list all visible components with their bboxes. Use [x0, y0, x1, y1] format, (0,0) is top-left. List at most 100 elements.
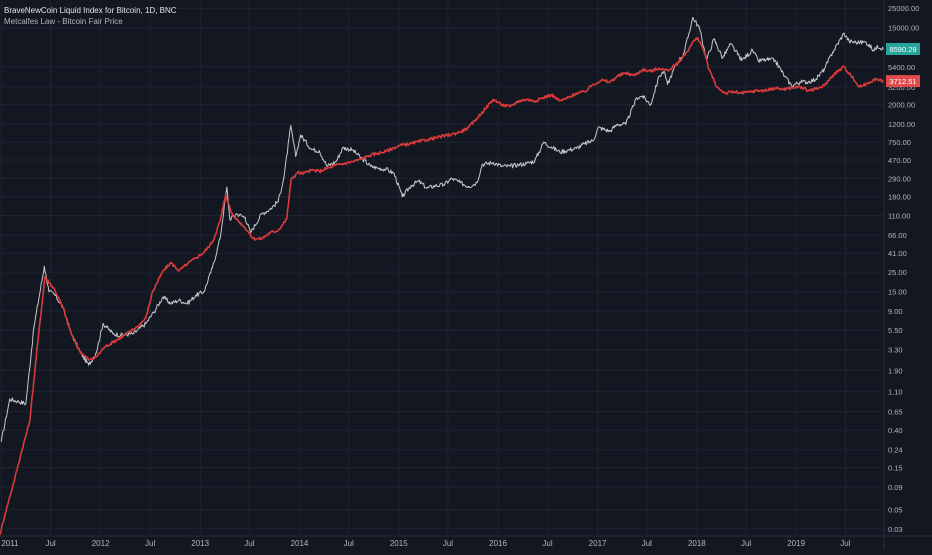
x-tick-label: Jul — [45, 539, 55, 548]
price-point — [468, 185, 470, 188]
price-point — [269, 208, 271, 210]
price-point — [766, 59, 768, 61]
x-tick-label: 2019 — [787, 539, 805, 548]
y-tick-label: 66.00 — [888, 231, 907, 240]
y-tick-label: 110.00 — [888, 212, 910, 221]
price-point — [683, 52, 685, 54]
price-point — [625, 123, 627, 125]
price-point — [351, 149, 354, 151]
price-point — [876, 44, 878, 47]
fair-price-point — [376, 152, 379, 154]
legend-indicator-title[interactable]: Metcalfes Law - Bitcoin Fair Price — [4, 17, 123, 26]
price-point — [575, 147, 577, 149]
fair-price-point — [277, 229, 279, 231]
price-point — [831, 51, 834, 53]
fair-price-point — [211, 241, 214, 243]
fair-price-point — [401, 144, 404, 146]
fair-price-point — [525, 98, 528, 100]
price-point — [299, 134, 302, 136]
price-point — [559, 151, 561, 153]
fair-price-point — [13, 482, 15, 484]
price-point — [476, 182, 478, 184]
y-tick-label: 2000.00 — [888, 101, 915, 110]
fair-price-point — [194, 257, 197, 259]
fair-price-point — [774, 87, 776, 89]
fair-price-point — [702, 48, 704, 51]
fair-price-point — [873, 78, 875, 80]
fair-price-point — [468, 126, 470, 129]
fair-price-point — [766, 89, 768, 92]
price-point — [752, 49, 754, 51]
legend-main-title[interactable]: BraveNewCoin Liquid Index for Bitcoin, 1… — [4, 6, 177, 15]
fair-price-point — [843, 66, 845, 68]
x-tick-label: 2017 — [589, 539, 607, 548]
price-point — [443, 184, 445, 186]
fair-price-point — [550, 94, 552, 96]
x-tick-label: 2014 — [291, 539, 309, 548]
price-point — [219, 238, 221, 240]
price-point — [370, 165, 372, 167]
fair-price-point — [20, 452, 22, 454]
y-tick-label: 0.09 — [888, 483, 903, 492]
price-point — [311, 148, 313, 151]
price-point — [261, 213, 263, 215]
price-point — [567, 149, 569, 151]
fair-price-point — [426, 139, 428, 141]
fair-price-point — [0, 533, 1, 536]
price-point — [857, 41, 859, 44]
y-tick-label: 3200.00 — [888, 83, 915, 92]
price-point — [318, 150, 320, 152]
fair-price-point — [790, 87, 793, 89]
fair-price-point — [542, 97, 544, 99]
fair-price-point — [600, 79, 602, 81]
price-point — [48, 291, 50, 293]
y-tick-label: 0.15 — [888, 464, 903, 473]
fair-price-point — [666, 69, 669, 72]
fair-price-point — [757, 89, 759, 92]
price-point — [16, 400, 19, 402]
x-tick-label: Jul — [145, 539, 155, 548]
price-point — [33, 326, 35, 328]
price-point — [410, 185, 412, 187]
x-tick-label: 2012 — [92, 539, 110, 548]
fair-price-point — [858, 86, 860, 88]
fair-price-point — [252, 238, 254, 240]
y-tick-label: 1.90 — [888, 367, 903, 376]
fair-price-point — [749, 91, 751, 93]
price-point — [729, 43, 732, 45]
price-point — [112, 332, 114, 335]
fair-price-point — [151, 291, 154, 293]
fair-price-point — [351, 161, 354, 163]
price-point — [385, 168, 387, 170]
fair-price-point — [225, 194, 227, 196]
fair-price-point — [693, 40, 695, 42]
fair-price-point — [4, 512, 6, 515]
fair-price-point — [865, 83, 867, 86]
fair-price-point — [534, 100, 536, 102]
price-point — [509, 165, 511, 167]
price-point — [517, 164, 519, 166]
price-point — [807, 81, 809, 83]
fair-price-point — [633, 74, 635, 77]
price-point — [326, 165, 328, 167]
y-tick-label: 750.00 — [888, 138, 911, 147]
y-tick-label: 5.50 — [888, 326, 903, 335]
y-tick-label: 1.10 — [888, 387, 903, 396]
fair-price-point — [37, 341, 39, 343]
price-point — [9, 398, 11, 400]
price-point — [434, 185, 436, 187]
fair-price-point — [290, 179, 292, 181]
fair-price-point — [360, 158, 362, 160]
price-point — [774, 59, 776, 61]
fair-price-point — [112, 341, 114, 343]
fair-price-point — [70, 332, 72, 335]
fair-price-point — [343, 162, 345, 165]
y-axis: 25000.00 15000.00 5400.00 3200.00 2000.00 120… — [883, 0, 919, 550]
fair-price-point — [368, 154, 370, 157]
fair-price-point — [128, 331, 130, 333]
price-point — [153, 311, 155, 313]
fair-price-point — [807, 89, 809, 92]
price-point — [636, 97, 638, 99]
